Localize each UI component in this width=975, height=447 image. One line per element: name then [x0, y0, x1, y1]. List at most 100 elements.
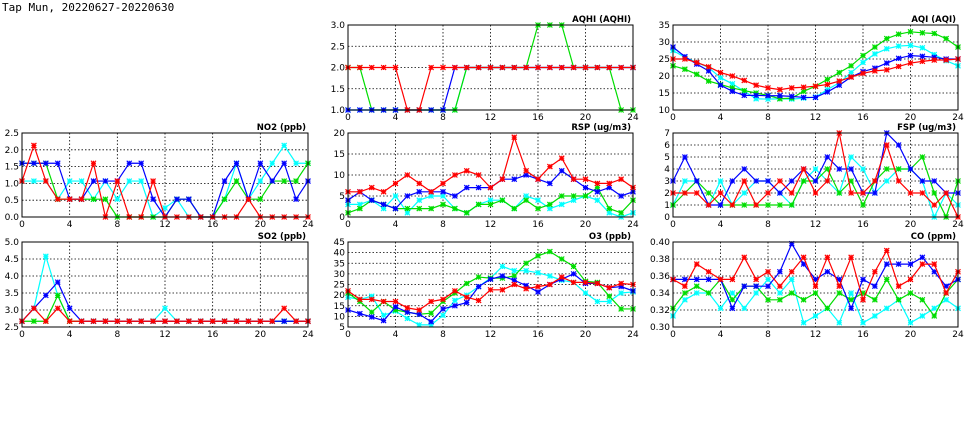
- data-point-cyan: [800, 319, 807, 326]
- data-point-blue: [919, 178, 926, 184]
- data-point-blue: [221, 178, 228, 184]
- data-point-green: [594, 184, 601, 191]
- x-tick-label: 24: [627, 113, 639, 123]
- data-point-red: [380, 188, 387, 195]
- data-point-red: [860, 70, 866, 77]
- panel-title: NO2 (ppb): [257, 123, 306, 133]
- data-point-red: [535, 64, 541, 71]
- data-point-red: [114, 178, 121, 184]
- data-point-red: [871, 268, 878, 275]
- data-point-green: [729, 84, 736, 91]
- data-point-red: [451, 64, 458, 71]
- data-point-cyan: [582, 290, 589, 296]
- data-point-cyan: [812, 313, 819, 319]
- data-point-red: [800, 84, 807, 91]
- data-point-red: [741, 178, 748, 184]
- data-point-green: [416, 205, 423, 212]
- data-point-red: [150, 318, 157, 325]
- data-point-red: [511, 281, 518, 288]
- data-point-cyan: [919, 313, 926, 319]
- x-tick-label: 0: [19, 220, 25, 230]
- data-point-cyan: [848, 69, 855, 76]
- data-point-red: [618, 176, 625, 183]
- data-point-red: [788, 268, 795, 275]
- y-tick-label: 1.5: [331, 85, 345, 95]
- data-point-blue: [269, 178, 276, 184]
- data-point-blue: [618, 193, 625, 199]
- data-point-green: [860, 52, 866, 59]
- data-point-green: [860, 290, 866, 296]
- data-point-red: [463, 64, 470, 71]
- data-point-green: [788, 290, 795, 296]
- data-point-blue: [812, 94, 819, 101]
- data-point-blue: [705, 67, 712, 74]
- data-point-green: [765, 296, 771, 303]
- data-point-blue: [681, 276, 688, 283]
- data-point-blue: [535, 289, 541, 295]
- data-point-red: [907, 60, 914, 67]
- y-tick-label: 5.0: [5, 238, 20, 248]
- data-point-red: [66, 196, 73, 203]
- data-point-cyan: [883, 45, 890, 52]
- data-point-blue: [451, 302, 458, 309]
- data-point-red: [800, 254, 807, 261]
- data-point-cyan: [546, 205, 553, 212]
- y-tick-label: 4.0: [5, 272, 20, 282]
- data-point-red: [392, 180, 399, 187]
- data-point-red: [776, 178, 783, 184]
- x-tick-label: 0: [345, 330, 351, 340]
- data-point-red: [765, 268, 771, 275]
- data-point-blue: [836, 276, 843, 283]
- data-point-cyan: [765, 276, 771, 283]
- y-tick-label: 15: [659, 89, 670, 99]
- panel-title: O3 (ppb): [589, 232, 631, 242]
- x-tick-label: 24: [627, 330, 639, 340]
- data-point-red: [233, 318, 240, 325]
- data-point-red: [523, 167, 530, 174]
- data-point-cyan: [729, 80, 736, 87]
- data-point-green: [800, 178, 807, 184]
- data-point-blue: [895, 261, 902, 268]
- x-tick-label: 16: [207, 330, 219, 340]
- data-point-blue: [523, 282, 530, 289]
- data-point-blue: [883, 261, 890, 268]
- data-point-green: [618, 306, 625, 312]
- panel-title: AQHI (AQHI): [572, 15, 631, 25]
- data-point-cyan: [693, 290, 700, 296]
- x-tick-label: 0: [670, 330, 676, 340]
- data-point-cyan: [558, 201, 565, 208]
- data-point-red: [197, 318, 204, 325]
- data-point-green: [824, 166, 831, 172]
- y-tick-label: 0.36: [650, 272, 670, 282]
- data-point-cyan: [895, 43, 902, 50]
- data-point-red: [356, 188, 363, 195]
- data-point-red: [368, 296, 375, 303]
- data-point-blue: [416, 188, 423, 195]
- data-point-cyan: [594, 298, 601, 305]
- data-point-red: [693, 261, 700, 268]
- data-point-blue: [931, 268, 938, 275]
- y-tick-label: 2.5: [331, 42, 345, 52]
- data-point-red: [126, 318, 133, 325]
- data-point-red: [931, 261, 938, 268]
- data-point-cyan: [281, 142, 288, 149]
- data-point-red: [162, 318, 168, 325]
- data-point-green: [440, 201, 446, 208]
- data-point-green: [475, 201, 482, 208]
- data-point-green: [788, 202, 795, 208]
- data-point-cyan: [717, 178, 724, 184]
- data-point-green: [257, 196, 264, 203]
- data-point-red: [606, 284, 613, 291]
- data-point-cyan: [860, 319, 866, 326]
- data-point-red: [78, 318, 85, 325]
- data-point-blue: [919, 254, 926, 261]
- data-point-cyan: [717, 305, 724, 312]
- data-point-red: [293, 318, 300, 325]
- data-point-cyan: [416, 321, 423, 328]
- data-point-cyan: [523, 267, 530, 274]
- data-point-green: [705, 290, 712, 296]
- data-point-blue: [765, 92, 771, 99]
- data-point-green: [463, 209, 470, 216]
- panel-title: FSP (ug/m3): [897, 123, 956, 133]
- data-point-red: [499, 64, 506, 71]
